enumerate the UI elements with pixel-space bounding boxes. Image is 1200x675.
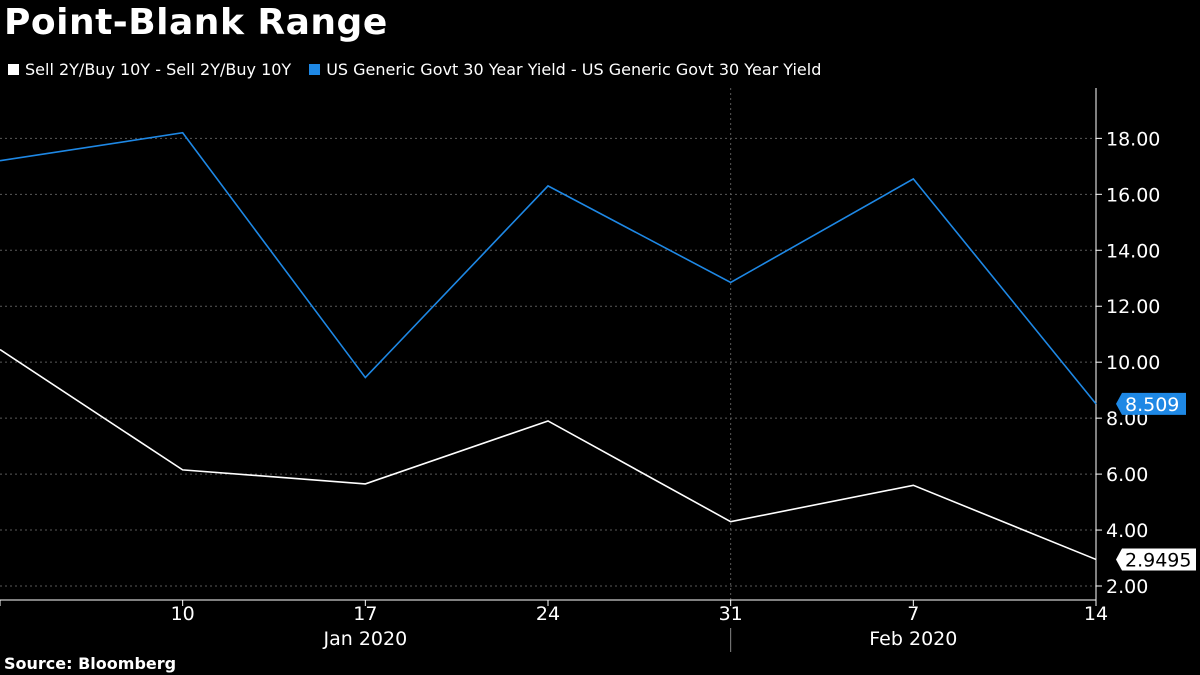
y-tick-label: 14.00 [1106, 240, 1160, 262]
axis-layer: 2.004.006.008.0010.0012.0014.0016.0018.0… [0, 88, 1160, 652]
legend-label: US Generic Govt 30 Year Yield - US Gener… [326, 60, 822, 79]
month-label: Feb 2020 [869, 628, 957, 650]
x-tick-label: 24 [536, 603, 560, 625]
last-value-tag [1116, 548, 1196, 571]
x-tick-label: 10 [171, 603, 195, 625]
label-layer: 2.9495 8.509 [1116, 392, 1196, 571]
x-tick-label: 31 [719, 603, 743, 625]
series-layer [0, 131, 1097, 561]
y-tick-label: 16.00 [1106, 184, 1160, 206]
legend-label: Sell 2Y/Buy 10Y - Sell 2Y/Buy 10Y [25, 60, 292, 79]
y-tick-label: 4.00 [1106, 520, 1148, 542]
x-tick-label: 14 [1084, 603, 1108, 625]
last-value-tag [1116, 392, 1186, 415]
y-tick-label: 10.00 [1106, 352, 1160, 374]
legend-swatch-white [8, 64, 19, 75]
legend-item-sell-2y-buy-10y: Sell 2Y/Buy 10Y - Sell 2Y/Buy 10Y [8, 60, 291, 79]
y-tick-label: 2.00 [1106, 576, 1148, 598]
last-value-label: 8.509 [1125, 394, 1179, 416]
y-tick-label: 12.00 [1106, 296, 1160, 318]
series-line-sell-2y-buy-10y [0, 348, 1097, 561]
legend: Sell 2Y/Buy 10Y - Sell 2Y/Buy 10Y US Gen… [8, 60, 821, 79]
series-line-us-30y-yield [0, 131, 1097, 405]
legend-swatch-blue [309, 64, 321, 75]
y-tick-label: 6.00 [1106, 464, 1148, 486]
legend-item-us-30y-yield: US Generic Govt 30 Year Yield - US Gener… [309, 60, 821, 79]
chart-title: Point-Blank Range [4, 2, 388, 43]
x-tick-label: 7 [907, 603, 919, 625]
grid-layer [0, 88, 1096, 600]
y-tick-label: 18.00 [1106, 128, 1160, 150]
x-tick-label: 17 [353, 603, 377, 625]
month-label: Jan 2020 [322, 628, 407, 650]
source-note: Source: Bloomberg [4, 654, 177, 673]
last-value-label: 2.9495 [1125, 549, 1191, 571]
